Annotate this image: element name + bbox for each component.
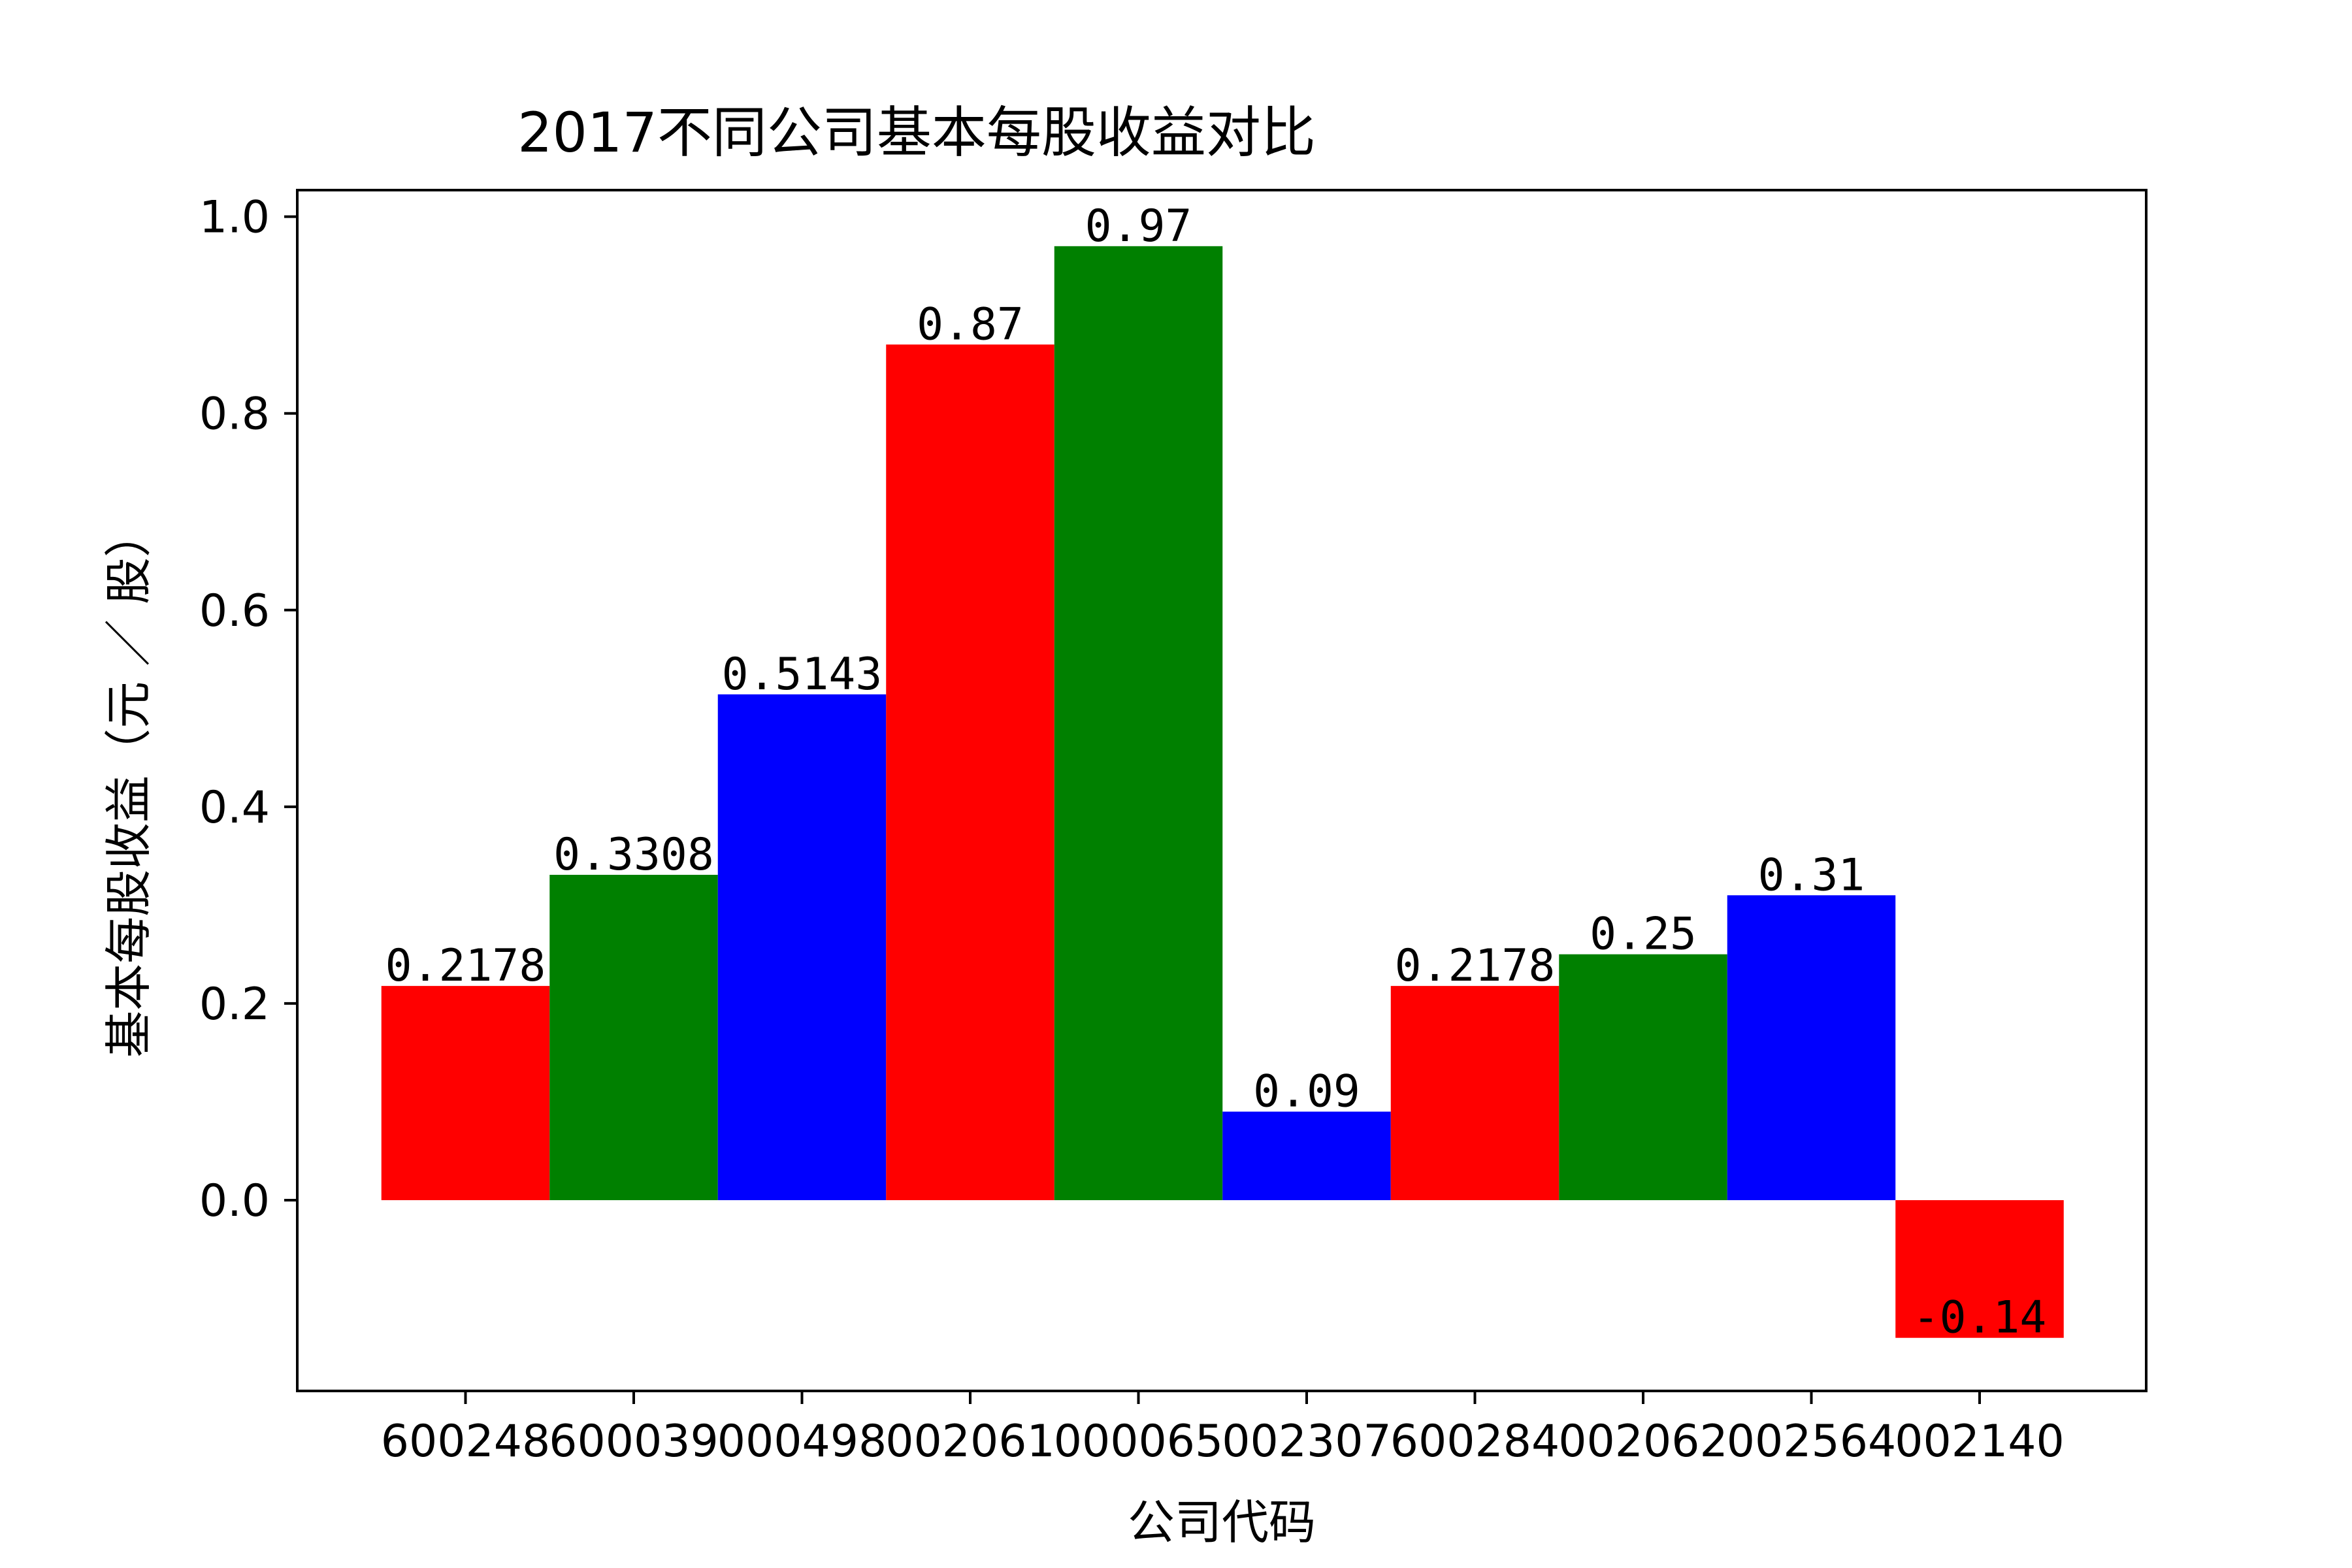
x-tick-label-002307: 002307 (1222, 1416, 1392, 1467)
y-tick-label-0.0: 0.0 (199, 1175, 270, 1227)
bar-002564 (1727, 895, 1896, 1200)
y-axis: 0.0 0.2 0.4 0.6 0.8 1.0 (199, 192, 297, 1227)
data-label-002307: 0.09 (1253, 1066, 1360, 1117)
bar-000498 (717, 694, 887, 1200)
bar-002061 (886, 344, 1054, 1200)
x-tick-label-002061: 002061 (885, 1416, 1055, 1467)
y-tick-label-0.4: 0.4 (199, 782, 270, 834)
x-tick-label-600248: 600248 (381, 1416, 551, 1467)
y-tick-label-0.6: 0.6 (199, 585, 270, 637)
x-tick-label-002062: 002062 (1558, 1416, 1728, 1467)
bars-group (381, 246, 2064, 1338)
chart-title: 2017不同公司基本每股收益对比 (517, 101, 1316, 165)
y-axis-label: 基本每股收益（元 ／ 股） (101, 510, 156, 1058)
data-label-002564: 0.31 (1758, 849, 1865, 901)
data-label-002140: -0.14 (1913, 1292, 2047, 1344)
bar-002307 (1222, 1111, 1391, 1200)
x-axis: 6002486000390004980020610000650023076002… (381, 1391, 2065, 1467)
data-label-600248: 0.2178 (385, 940, 546, 992)
x-tick-label-000498: 000498 (717, 1416, 887, 1467)
data-label-000498: 0.5143 (722, 649, 883, 700)
data-label-002061: 0.87 (917, 299, 1024, 350)
bar-000065 (1054, 246, 1223, 1200)
x-tick-label-600039: 600039 (549, 1416, 719, 1467)
x-tick-label-000065: 000065 (1054, 1416, 1224, 1467)
x-tick-label-600284: 600284 (1390, 1416, 1560, 1467)
y-tick-label-1.0: 1.0 (199, 192, 270, 244)
data-label-000065: 0.97 (1085, 201, 1192, 252)
data-label-600284: 0.2178 (1395, 940, 1556, 992)
bar-600248 (381, 986, 550, 1200)
bar-002062 (1559, 954, 1727, 1200)
y-tick-label-0.8: 0.8 (199, 389, 270, 440)
bar-600284 (1390, 986, 1560, 1200)
x-axis-label: 公司代码 (1128, 1495, 1316, 1550)
y-tick-label-0.2: 0.2 (199, 979, 270, 1030)
x-tick-label-002140: 002140 (1895, 1416, 2065, 1467)
x-tick-label-002564: 002564 (1727, 1416, 1897, 1467)
data-labels-group: 0.2178 0.3308 0.5143 0.87 0.97 0.09 0.2178 0.25… (385, 201, 2047, 1344)
bar-002140 (1895, 1200, 2064, 1338)
plot-area-frame (296, 189, 2148, 1392)
data-label-600039: 0.3308 (553, 829, 714, 881)
data-label-002062: 0.25 (1590, 909, 1697, 960)
bar-600039 (549, 875, 718, 1200)
